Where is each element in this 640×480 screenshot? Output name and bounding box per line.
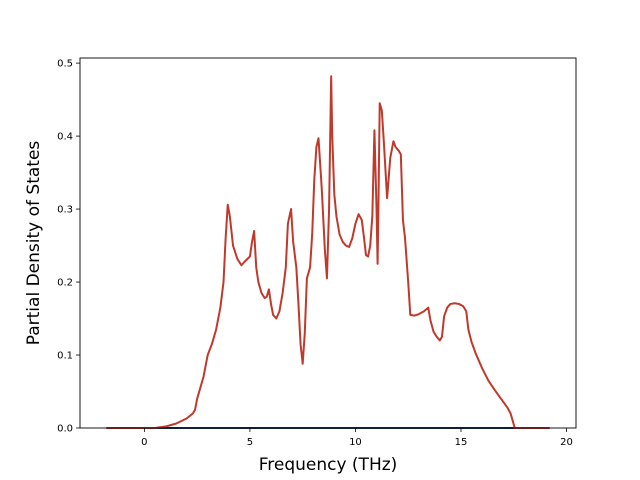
y-tick-label: 0.5	[57, 59, 73, 70]
x-axis: 0 5 10 15 20	[141, 428, 573, 448]
y-tick-label: 0.2	[57, 278, 73, 289]
y-tick-label: 0.3	[57, 205, 73, 216]
y-tick-label: 0.0	[57, 424, 73, 435]
x-tick-label: 15	[455, 437, 468, 448]
x-axis-title: Frequency (THz)	[259, 455, 398, 475]
y-tick-label: 0.4	[57, 132, 73, 143]
x-tick-label: 5	[247, 437, 253, 448]
plot-lines	[106, 75, 550, 429]
y-axis-title: Partial Density of States	[24, 141, 44, 346]
y-axis: 0.0 0.1 0.2 0.3 0.4 0.5	[57, 59, 80, 435]
x-tick-label: 20	[560, 437, 573, 448]
series-line-2	[106, 75, 550, 429]
x-tick-label: 10	[349, 437, 362, 448]
plot-frame	[79, 57, 577, 429]
y-tick-label: 0.1	[57, 351, 73, 362]
x-tick-label: 0	[141, 437, 147, 448]
